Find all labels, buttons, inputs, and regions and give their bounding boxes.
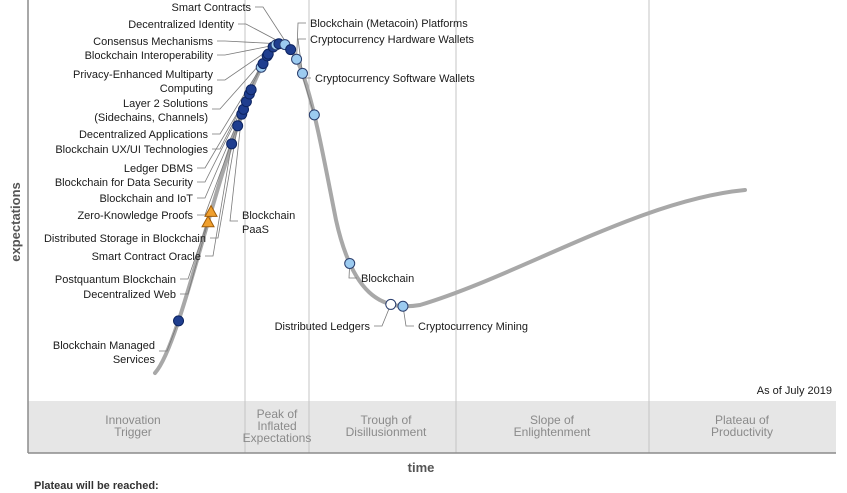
leader-line-cryptocurrency-mining [402, 306, 414, 327]
label-distributed-storage-in-blockchain: Distributed Storage in Blockchain [44, 233, 206, 245]
phase-label-3: Disillusionment [346, 425, 427, 439]
marker-decentralized-web [201, 214, 215, 228]
label-cryptocurrency-hardware-wallets: Cryptocurrency Hardware Wallets [310, 34, 475, 46]
data-markers [173, 38, 409, 327]
label-zero-knowledge-proofs: Zero-Knowledge Proofs [77, 210, 193, 222]
label-blockchain-paas: Blockchain PaaS [242, 210, 295, 236]
label-privacy-enhanced-multiparty-computing: Privacy-Enhanced Multiparty Computing [73, 69, 214, 95]
x-axis-label: time [408, 460, 435, 475]
point-labels: Blockchain Managed Services Decentralized … [44, 2, 528, 366]
leader-lines [159, 6, 414, 352]
label-cryptocurrency-mining: Cryptocurrency Mining [418, 321, 528, 333]
phase-label-1: Innovation [105, 413, 160, 427]
marker-cryptocurrency-software-wallets [308, 109, 320, 121]
leader-line-layer-2-solutions-sidechains-channels [212, 55, 268, 110]
phase-label-4: Enlightenment [514, 425, 591, 439]
marker-cryptocurrency-hardware-wallets [297, 67, 309, 79]
leader-line-blockchain-interoperability [217, 44, 277, 56]
label-smart-contracts: Smart Contracts [172, 2, 252, 14]
marker-blockchain-managed-services [173, 315, 185, 327]
leader-line-postquantum-blockchain [180, 211, 212, 280]
phase-label-2: Expectations [243, 431, 312, 445]
leader-line-distributed-storage-in-blockchain [210, 125, 239, 239]
label-decentralized-web: Decentralized Web [83, 289, 176, 301]
phase-label-2: Inflated [257, 419, 296, 433]
as-of-date: As of July 2019 [757, 385, 832, 397]
leader-line-blockchain-managed-services [159, 320, 179, 352]
phase-label-3: Trough of [361, 413, 413, 427]
marker-smart-contracts [285, 44, 297, 56]
label-blockchain-metacoin-platforms: Blockchain (Metacoin) Platforms [310, 18, 468, 30]
leader-line-blockchain-paas [229, 114, 243, 222]
leader-line-decentralized-identity [238, 23, 286, 45]
label-blockchain-managed-services: Blockchain Managed Services [53, 340, 156, 366]
label-blockchain-interoperability: Blockchain Interoperability [85, 50, 214, 62]
marker-blockchain-metacoin-platforms [291, 53, 303, 65]
phase-label-5: Plateau of [715, 413, 770, 427]
phase-label-1: Trigger [114, 425, 152, 439]
phase-separators [244, 0, 650, 453]
marker-blockchain [344, 257, 356, 269]
plateau-footer: Plateau will be reached: [34, 480, 159, 492]
y-axis-label: expectations [8, 182, 23, 261]
marker-ledger-dbms [245, 84, 257, 96]
label-distributed-ledgers: Distributed Ledgers [275, 321, 371, 333]
leader-line-smart-contract-oracle [205, 143, 232, 257]
marker-smart-contract-oracle [226, 138, 238, 150]
marker-distributed-ledgers [385, 298, 397, 310]
label-blockchain: Blockchain [361, 273, 414, 285]
label-blockchain-and-iot: Blockchain and IoT [99, 193, 193, 205]
label-layer-2-solutions-sidechains-channels: Layer 2 Solutions (Sidechains, Channels) [94, 98, 208, 124]
leader-line-consensus-mechanisms [217, 40, 279, 45]
leader-line-smart-contracts [255, 6, 292, 50]
phase-label-4: Slope of [530, 413, 575, 427]
leader-line-privacy-enhanced-multiparty-computing [217, 46, 274, 81]
leader-line-decentralized-web [180, 221, 209, 295]
phase-label-2: Peak of [257, 407, 298, 421]
marker-cryptocurrency-mining [397, 300, 409, 312]
label-blockchain-ux-ui-technologies: Blockchain UX/UI Technologies [55, 144, 208, 156]
label-consensus-mechanisms: Consensus Mechanisms [93, 36, 213, 48]
label-blockchain-for-data-security: Blockchain for Data Security [55, 177, 194, 189]
label-postquantum-blockchain: Postquantum Blockchain [55, 274, 176, 286]
label-smart-contract-oracle: Smart Contract Oracle [92, 251, 201, 263]
leader-line-blockchain-and-iot [197, 101, 247, 199]
leader-line-blockchain-metacoin-platforms [296, 22, 306, 60]
hype-curve [153, 41, 747, 375]
marker-postquantum-blockchain [204, 204, 218, 217]
phase-band [28, 401, 836, 453]
label-cryptocurrency-software-wallets: Cryptocurrency Software Wallets [315, 73, 475, 85]
label-decentralized-identity: Decentralized Identity [128, 19, 234, 31]
marker-distributed-storage-in-blockchain [232, 120, 244, 132]
label-ledger-dbms: Ledger DBMS [124, 163, 193, 175]
leader-line-distributed-ledgers [374, 304, 392, 327]
phase-label-5: Productivity [711, 425, 773, 439]
leader-line-ledger-dbms [197, 89, 252, 169]
label-decentralized-applications: Decentralized Applications [79, 129, 209, 141]
